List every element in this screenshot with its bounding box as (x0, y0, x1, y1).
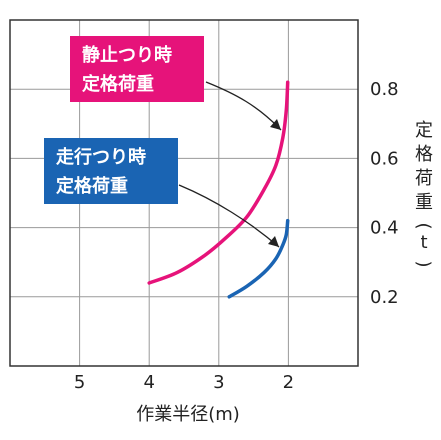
annotation-text: 静止つり時 (82, 44, 172, 66)
y-axis-label-char: 定 (415, 120, 433, 141)
y-axis-label-char: t (420, 232, 427, 253)
arrow-head (268, 236, 279, 247)
x-axis-label: 作業半径(m) (136, 404, 240, 425)
annotation-box-static (70, 36, 204, 102)
y-tick-label: 0.4 (370, 218, 399, 239)
plot-frame (9, 19, 359, 367)
y-tick-labels: 0.2 0.4 0.6 0.8 (370, 79, 399, 308)
y-axis-label: 定格荷重 ( t) (413, 120, 434, 268)
series-line-static-lift (147, 80, 290, 285)
annotation-box-travel (44, 138, 178, 204)
y-tick-label: 0.6 (370, 148, 399, 169)
x-tick-label: 3 (213, 372, 224, 393)
x-tick-label: 5 (74, 372, 85, 393)
x-tick-label: 4 (143, 372, 154, 393)
y-tick-label: 0.2 (370, 287, 399, 308)
y-axis-label-char: 格 (415, 144, 433, 165)
y-axis-label-char: ) (413, 260, 434, 267)
x-tick-label: 2 (283, 372, 294, 393)
annotation-text: 定格荷重 (56, 175, 128, 197)
annotation-text: 走行つり時 (56, 146, 146, 168)
annotation-arrow (178, 184, 280, 248)
y-axis-label-char: 荷 (415, 168, 433, 189)
y-axis-label-char: 重 (415, 192, 433, 213)
series-line-travel-lift (227, 218, 290, 299)
annotation-text: 定格荷重 (82, 73, 154, 95)
arrow-head (270, 119, 281, 130)
y-tick-label: 0.8 (370, 79, 399, 100)
series-layer (147, 80, 290, 299)
x-tick-labels: 5 4 3 2 (74, 372, 294, 393)
y-axis-label-char: ( (413, 222, 434, 229)
